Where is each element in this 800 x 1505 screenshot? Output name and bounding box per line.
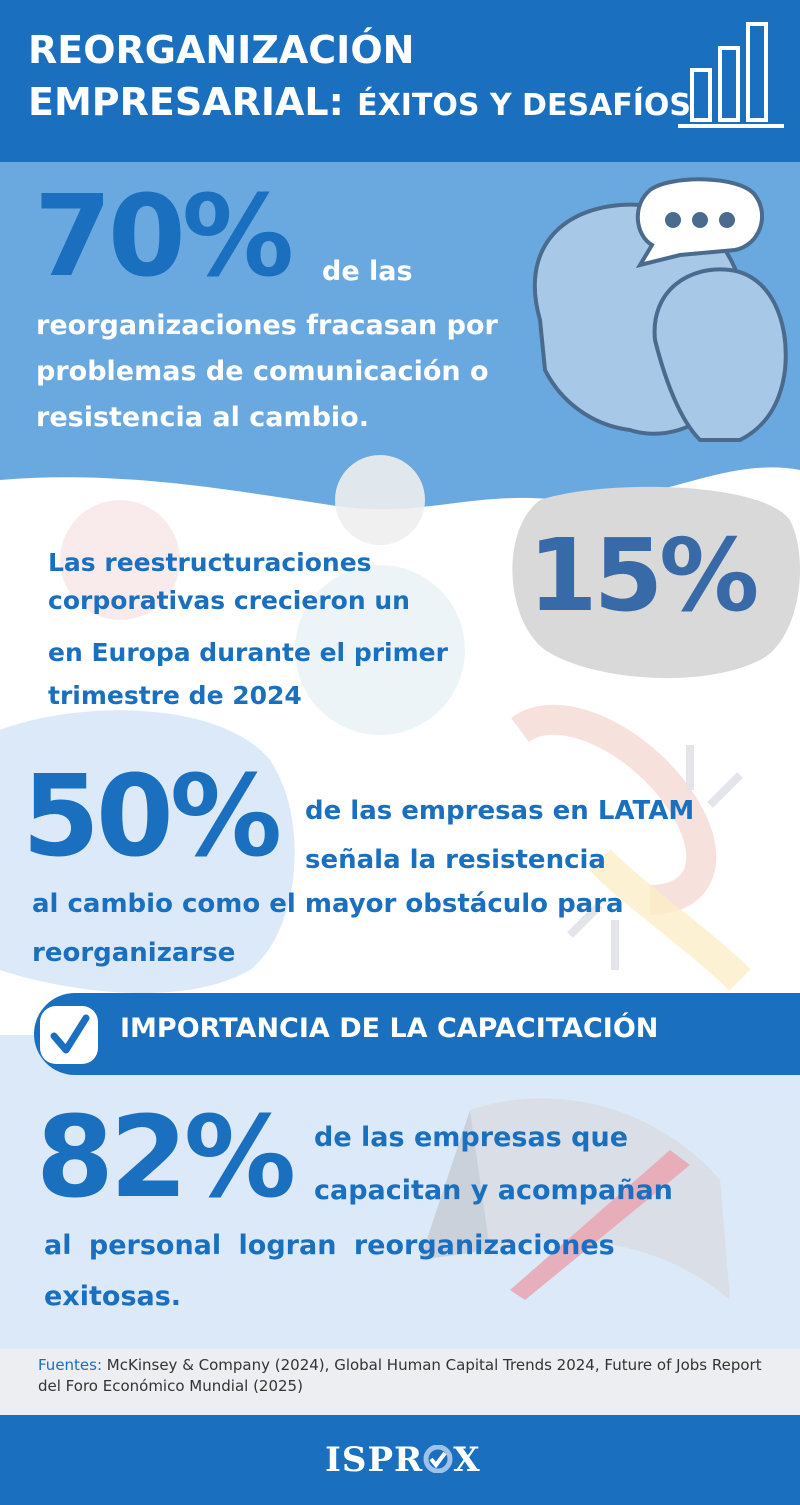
sources-label: Fuentes: xyxy=(38,1356,103,1374)
sources-bar xyxy=(0,1349,800,1415)
checkmark-icon-box xyxy=(40,1006,98,1064)
page-title-sub: ÉXITOS Y DESAFÍOS xyxy=(357,88,692,123)
sources-text: Fuentes: McKinsey & Company (2024), Glob… xyxy=(38,1355,788,1397)
stat-text-15-first: Las reestructuraciones corporativas crec… xyxy=(48,548,410,615)
gear-decoration xyxy=(60,500,180,620)
stat-text-70-rest: reorganizaciones fracasan por problemas … xyxy=(36,310,498,433)
page-title-main: EMPRESARIAL: xyxy=(28,80,344,124)
stat-text-15-rest: en Europa durante el primer trimestre de… xyxy=(48,638,448,710)
stat-text-50-rest: al cambio como el mayor obstáculo para r… xyxy=(32,889,624,969)
logo-check-icon xyxy=(423,1444,453,1474)
dash-decoration xyxy=(707,772,743,808)
footer xyxy=(0,1415,800,1505)
stat-value-15: 15% xyxy=(528,517,759,634)
head-silhouette xyxy=(652,267,788,442)
stat-text-82-first: de las empresas que capacitan y acompaña… xyxy=(314,1122,673,1206)
dot-icon xyxy=(719,212,735,228)
stat-value-50: 50% xyxy=(22,752,282,882)
page-title-line1: REORGANIZACIÓN xyxy=(28,28,415,72)
ribbon-decoration xyxy=(510,1150,690,1300)
header xyxy=(0,0,800,162)
dash-decoration xyxy=(567,902,603,938)
section-banner xyxy=(34,993,800,1075)
stat-text-82-rest: al personal logran reorganizaciones exit… xyxy=(44,1230,615,1313)
section-banner-title: IMPORTANCIA DE LA CAPACITACIÓN xyxy=(120,1013,659,1044)
isprox-logo: ISPR X xyxy=(325,1440,481,1480)
bar-chart-icon xyxy=(678,22,784,128)
logo-text-left: ISPR xyxy=(325,1440,424,1480)
stat-value-70: 70% xyxy=(34,172,294,302)
book-decoration xyxy=(420,1110,490,1260)
link-decoration xyxy=(511,704,717,915)
book-decoration xyxy=(470,1098,730,1300)
link-decoration xyxy=(589,849,751,991)
stat-text-50-first: de las empresas en LATAM señala la resis… xyxy=(305,796,695,876)
section3-blob xyxy=(0,710,295,994)
checkmark-icon xyxy=(50,1014,90,1054)
gear-decoration xyxy=(295,565,465,735)
gray-blob xyxy=(512,486,800,679)
gear-decoration xyxy=(335,455,425,545)
stat-value-82: 82% xyxy=(36,1093,296,1223)
stat-text-70-first: de las xyxy=(322,256,413,287)
sources-list: McKinsey & Company (2024), Global Human … xyxy=(38,1356,762,1395)
page-title-line2: EMPRESARIAL: ÉXITOS Y DESAFÍOS xyxy=(28,80,691,124)
logo-text-right: X xyxy=(453,1440,481,1480)
dot-icon xyxy=(665,212,681,228)
dot-icon xyxy=(692,212,708,228)
chat-heads-illustration xyxy=(532,177,788,442)
